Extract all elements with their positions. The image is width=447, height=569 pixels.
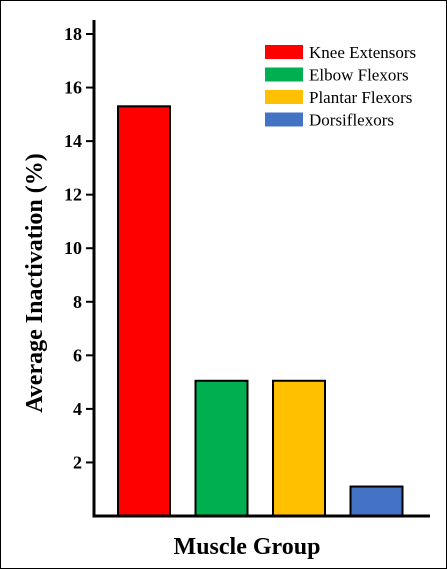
y-tick-label: 8: [73, 292, 82, 312]
y-tick-label: 12: [64, 185, 82, 205]
y-tick-label: 18: [64, 24, 82, 44]
legend-swatch-knee-extensors: [265, 45, 303, 59]
y-tick-label: 16: [64, 78, 82, 98]
legend-swatch-elbow-flexors: [265, 67, 303, 82]
legend-swatch-dorsiflexors: [265, 112, 303, 127]
y-tick-label: 14: [64, 131, 82, 151]
y-tick-label: 10: [64, 238, 82, 258]
bars-group: [117, 105, 404, 518]
y-tick-label: 6: [73, 345, 82, 365]
legend-label: Elbow Flexors: [309, 66, 409, 85]
bar-knee-extensors: [117, 105, 171, 518]
legend: Knee Extensors Elbow Flexors Plantar Flexo…: [265, 43, 416, 130]
bar-elbow-flexors: [194, 379, 249, 517]
legend-swatch-plantar-flexors: [265, 90, 303, 104]
legend-label: Dorsiflexors: [309, 111, 394, 130]
x-axis-title: Muscle Group: [174, 534, 321, 560]
legend-label: Plantar Flexors: [309, 88, 412, 107]
y-axis: 2 4 6 8 10 12 14 16 18: [64, 20, 430, 518]
bar-plantar-flexors: [272, 379, 326, 517]
y-tick-label: 4: [73, 399, 82, 419]
y-axis-title: Average Inactivation (%): [22, 153, 48, 413]
bar-dorsiflexors: [349, 485, 404, 517]
y-tick-label: 2: [73, 452, 82, 472]
legend-label: Knee Extensors: [309, 43, 416, 62]
